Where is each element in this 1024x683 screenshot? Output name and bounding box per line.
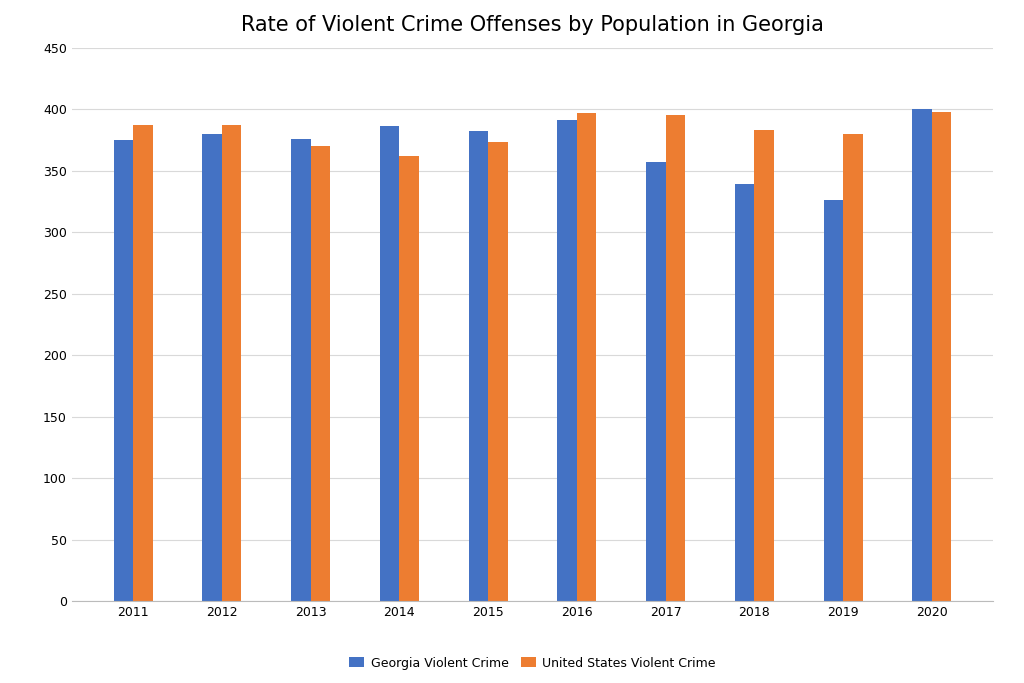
Bar (912, 109, 932, 601)
Bar (399, 156, 419, 601)
Bar (380, 126, 399, 601)
Bar (114, 140, 133, 601)
Bar (203, 134, 222, 601)
Bar (222, 125, 242, 601)
Bar (291, 139, 310, 601)
Bar (843, 134, 862, 601)
Legend: Georgia Violent Crime, United States Violent Crime: Georgia Violent Crime, United States Vio… (344, 652, 721, 675)
Bar (469, 131, 488, 601)
Bar (557, 120, 577, 601)
Bar (646, 162, 666, 601)
Bar (488, 143, 508, 601)
Bar (133, 125, 153, 601)
Title: Rate of Violent Crime Offenses by Population in Georgia: Rate of Violent Crime Offenses by Popula… (241, 15, 824, 35)
Bar (932, 112, 951, 601)
Bar (577, 113, 596, 601)
Bar (735, 184, 755, 601)
Bar (823, 200, 843, 601)
Bar (310, 146, 330, 601)
Bar (755, 130, 774, 601)
Bar (666, 115, 685, 601)
